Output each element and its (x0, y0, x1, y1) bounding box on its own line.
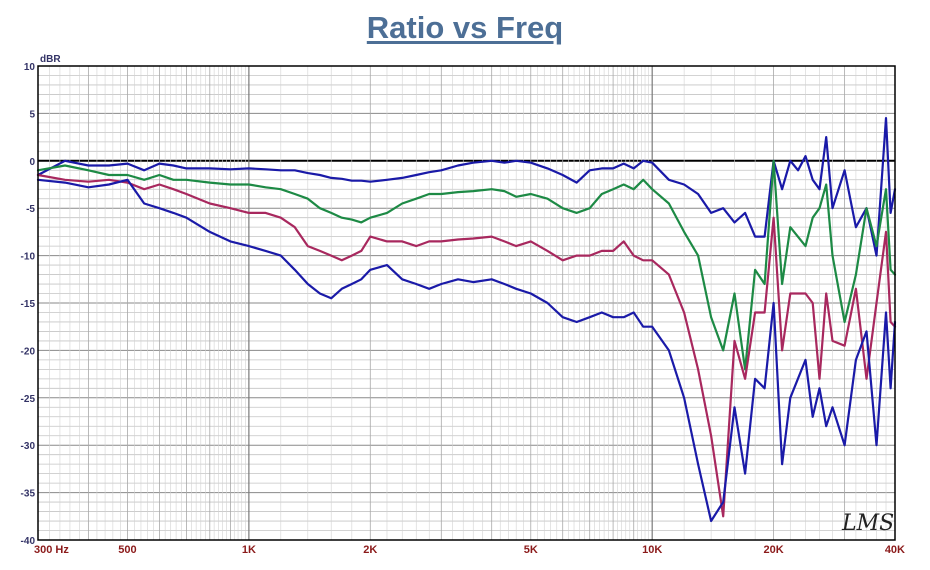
x-tick-label: 500 (118, 544, 136, 556)
x-tick-label: 1K (242, 544, 256, 556)
plot-frame (37, 65, 896, 541)
series-line-1 (36, 116, 897, 257)
series-layer (36, 116, 897, 523)
chart-title: Ratio vs Freq (366, 10, 564, 45)
y-tick-label: -5 (26, 204, 35, 215)
x-tick-label: 300 Hz (34, 544, 69, 556)
y-tick-label: 0 (29, 157, 35, 168)
y-tick-label: -35 (21, 489, 36, 500)
series-line-4 (36, 178, 897, 523)
x-tick-label: 20K (763, 544, 783, 556)
y-tick-label: -40 (21, 536, 36, 547)
y-tick-label: -15 (21, 299, 36, 310)
watermark-logo: LMS (841, 511, 894, 536)
y-tick-label: -20 (21, 346, 36, 357)
x-tick-label: 2K (363, 544, 377, 556)
x-tick-label: 40K (885, 544, 905, 556)
y-tick-label: -25 (21, 394, 36, 405)
series-line-3 (36, 173, 897, 518)
x-axis-ticks: 300 Hz 500 1K 2K 5K 10K 20K 40K (34, 544, 905, 556)
y-tick-label: 5 (29, 109, 35, 120)
series-line-2 (36, 159, 897, 371)
y-tick-label: 10 (24, 62, 36, 73)
x-tick-label: 5K (524, 544, 538, 556)
y-axis-unit-label: dBR (40, 54, 61, 65)
grid (37, 65, 896, 541)
y-axis-ticks: 10 5 0 -5 -10 -15 -20 -25 -30 -35 -40 (21, 62, 36, 547)
x-tick-label: 10K (642, 544, 662, 556)
y-tick-label: -10 (21, 252, 36, 263)
y-tick-label: -30 (21, 441, 36, 452)
